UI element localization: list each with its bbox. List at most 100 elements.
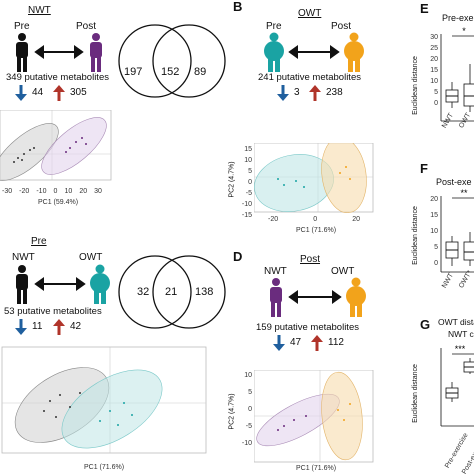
panel-c-left-label: NWT bbox=[12, 252, 35, 263]
panel-a-group-title: NWT bbox=[28, 5, 51, 16]
panel-b-down-count: 3 bbox=[294, 87, 300, 98]
panel-d-right-label: OWT bbox=[331, 266, 355, 277]
ytick: 10 bbox=[244, 372, 252, 379]
panel-b-xlabel: PC1 (71.6%) bbox=[296, 227, 337, 234]
xtick: -10 bbox=[36, 188, 47, 195]
ytick: -5 bbox=[245, 423, 252, 430]
panel-d-letter: D bbox=[233, 249, 243, 264]
panel-f-title: Post-exe bbox=[436, 177, 472, 187]
ytick: 10 bbox=[244, 157, 252, 164]
panel-a-pca-plot bbox=[0, 110, 112, 181]
panel-d-down-count: 47 bbox=[290, 337, 302, 348]
panel-b-metabolite-count: 241 putative metabolites bbox=[258, 72, 361, 83]
up-arrow-icon bbox=[309, 85, 321, 101]
significance-marker: ** bbox=[460, 188, 468, 198]
venn-right-count: 138 bbox=[195, 286, 214, 298]
ytick: -10 bbox=[241, 440, 252, 447]
panel-b-xticks: -20 0 20 bbox=[268, 216, 360, 223]
ytick: 10 bbox=[430, 228, 438, 235]
panel-e-yticks: 30 25 20 15 10 5 0 bbox=[426, 34, 438, 107]
down-arrow-icon bbox=[277, 85, 289, 101]
panel-g-letter: G bbox=[420, 317, 431, 332]
person-icon-black bbox=[16, 33, 28, 72]
ytick: 15 bbox=[430, 67, 438, 74]
venn-left-count: 197 bbox=[124, 66, 143, 78]
double-arrow-icon bbox=[34, 45, 84, 59]
panel-g-title: OWT distan bbox=[438, 317, 474, 327]
panel-d-icons bbox=[270, 277, 366, 317]
xtick: 20 bbox=[352, 216, 360, 223]
panel-a-venn bbox=[118, 24, 226, 98]
panel-d-pca-plot bbox=[254, 370, 374, 463]
panel-e-letter: E bbox=[420, 1, 429, 16]
ytick: 20 bbox=[430, 196, 438, 203]
person-icon-teal bbox=[90, 264, 110, 304]
significance-marker: * bbox=[462, 26, 466, 36]
ytick: -15 bbox=[241, 212, 252, 219]
up-arrow-icon bbox=[53, 319, 65, 335]
panel-c-xlabel: PC1 (71.6%) bbox=[84, 464, 125, 471]
panel-f-letter: F bbox=[420, 161, 428, 176]
down-arrow-icon bbox=[15, 319, 27, 335]
ytick: 0 bbox=[248, 179, 252, 186]
panel-c-group-title: Pre bbox=[31, 236, 47, 247]
panel-f-boxplot: ** bbox=[440, 188, 474, 273]
panel-g-ylabel: Euclidean distance bbox=[411, 364, 419, 423]
panel-c-down-count: 11 bbox=[32, 321, 43, 332]
panel-b-icons bbox=[264, 32, 364, 72]
panel-d-yticks: 10 5 0 -5 -10 bbox=[238, 372, 252, 447]
ytick: 5 bbox=[434, 89, 438, 96]
venn-right-count: 89 bbox=[194, 66, 207, 78]
ytick: 5 bbox=[248, 168, 252, 175]
panel-d-left-label: NWT bbox=[264, 266, 287, 277]
panel-b-letter: B bbox=[233, 0, 243, 14]
panel-a-down-count: 44 bbox=[32, 87, 44, 98]
panel-a-icons bbox=[16, 33, 102, 72]
panel-c-right-label: OWT bbox=[79, 252, 103, 263]
down-arrow-icon bbox=[15, 85, 27, 101]
panel-d-group-title: Post bbox=[300, 254, 321, 265]
panel-b-left-label: Pre bbox=[266, 21, 282, 32]
panel-b-right-label: Post bbox=[331, 21, 352, 32]
xtick: 0 bbox=[53, 188, 58, 195]
up-arrow-icon bbox=[53, 85, 65, 101]
venn-overlap-count: 152 bbox=[161, 66, 180, 78]
ytick: 0 bbox=[248, 406, 252, 413]
panel-f-yticks: 20 15 10 5 0 bbox=[426, 196, 438, 267]
panel-b-group-title: OWT bbox=[298, 8, 322, 19]
xtick: 0 bbox=[313, 216, 318, 223]
person-icon-orange bbox=[344, 32, 364, 72]
ytick: 5 bbox=[248, 389, 252, 396]
ytick: -5 bbox=[245, 190, 252, 197]
panel-g-subtitle: NWT cl bbox=[448, 329, 474, 339]
panel-a-xlabel: PC1 (59.4%) bbox=[38, 199, 79, 206]
panel-d-up-count: 112 bbox=[328, 337, 344, 348]
panel-f-ylabel: Euclidean distance bbox=[411, 206, 419, 265]
xtick: -20 bbox=[268, 216, 279, 223]
panel-d-metabolite-count: 159 putative metabolites bbox=[256, 322, 359, 333]
panel-a-right-label: Post bbox=[76, 21, 97, 32]
panel-a-xticks: -30 -20 -10 0 10 20 30 bbox=[2, 188, 102, 195]
ytick: 30 bbox=[430, 34, 438, 41]
ytick: 15 bbox=[430, 212, 438, 219]
xtick: 10 bbox=[64, 188, 73, 195]
panel-g-boxplot: *** bbox=[440, 344, 474, 427]
panel-c-metabolite-count: 53 putative metabolites bbox=[4, 306, 102, 317]
panel-e-title: Pre-exe bbox=[442, 13, 474, 23]
significance-marker: *** bbox=[455, 344, 466, 354]
panel-c-icons bbox=[16, 264, 110, 304]
double-arrow-icon bbox=[288, 290, 342, 304]
panel-a-up-count: 305 bbox=[70, 87, 87, 98]
xtick: 20 bbox=[79, 188, 88, 195]
person-icon-purple bbox=[90, 33, 102, 72]
panel-a-metabolite-count: 349 putative metabolites bbox=[6, 72, 109, 83]
ytick: 0 bbox=[434, 100, 438, 107]
xtick: -20 bbox=[19, 188, 30, 195]
up-arrow-icon bbox=[311, 335, 323, 351]
ytick: 20 bbox=[430, 56, 438, 63]
panel-c-pca-plot bbox=[1, 346, 207, 454]
ytick: 15 bbox=[244, 146, 252, 153]
panel-c-venn bbox=[118, 255, 226, 329]
down-arrow-icon bbox=[273, 335, 285, 351]
xtick: 30 bbox=[94, 188, 102, 195]
